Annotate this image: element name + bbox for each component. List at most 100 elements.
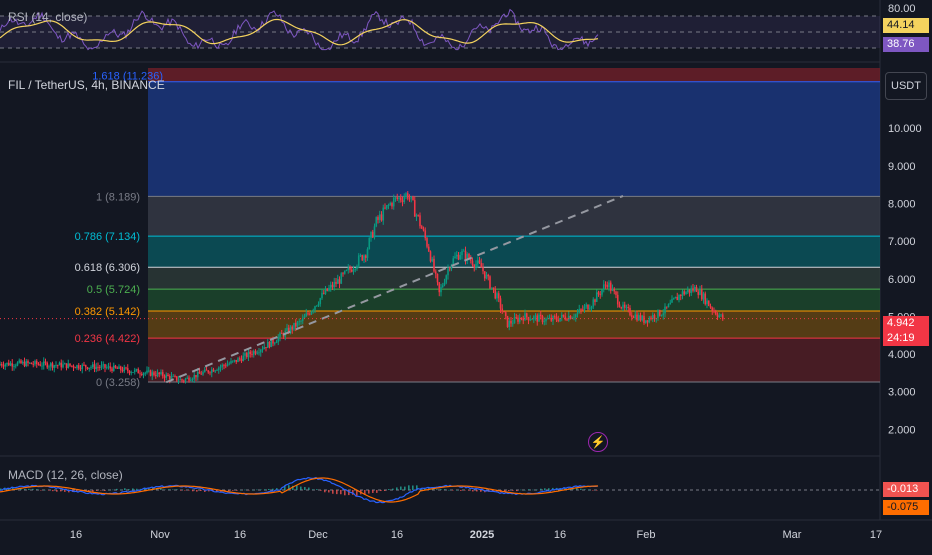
macd-histogram-bar [368,490,370,494]
time-tick-label: 2025 [470,529,494,541]
macd-title[interactable]: MACD (12, 26, close) [8,468,123,482]
candle-body [275,341,278,343]
candle-body [200,373,203,375]
macd-histogram-bar [324,490,326,493]
candle-body [476,260,479,264]
candle-body [641,315,644,321]
candle-body [501,308,504,312]
candle-body [42,361,45,366]
fib-level-label: 1 (8.189) [96,191,140,203]
candle-body [242,355,245,362]
candle-body [165,374,168,378]
candle-body [531,319,533,321]
candle-body [532,316,535,320]
candle-body [720,314,722,316]
candle-body [212,369,215,372]
candle-body [261,349,264,350]
candle-body [658,309,661,316]
macd-histogram-bar [188,490,190,491]
candle-body [55,365,57,367]
candle-body [387,205,390,206]
candle-body [646,320,649,323]
candle-body [513,317,516,324]
candle-body [671,299,673,303]
rsi-axis-top: 80.00 [888,3,916,15]
candle-body [298,321,301,322]
candle-body [553,316,556,317]
candle-body [329,284,332,288]
candle-body [98,367,101,369]
candle-body [597,292,600,295]
candle-body [632,316,635,318]
fib-zone [148,236,880,268]
candle-body [14,365,17,367]
candle-body [263,347,266,350]
candle-body [272,339,274,344]
candle-body [651,315,654,320]
candle-body [144,372,147,374]
macd-histogram-bar [564,487,566,490]
macd-histogram-bar [356,490,358,496]
macd-histogram-bar [248,490,250,491]
candle-body [541,316,544,323]
candle-body [601,289,603,295]
candle-body [697,291,700,295]
macd-histogram-bar [264,489,266,490]
candle-body [693,286,696,291]
candle-body [34,361,36,365]
flash-icon[interactable]: ⚡ [588,432,608,452]
candle-body [510,320,512,324]
candle-body [716,314,719,317]
candle-body [564,316,567,320]
candle-body [503,311,505,313]
candle-body [714,311,717,315]
candle-body [27,361,29,363]
candle-body [396,197,399,200]
candle-body [422,228,425,231]
macd-histogram-bar [100,490,102,491]
symbol-title[interactable]: FIL / TetherUS, 4h, BINANCE [8,78,165,92]
candle-body [475,263,477,268]
candle-body [450,264,453,269]
macd-histogram-bar [96,490,98,491]
candle-body [158,372,161,375]
candle-body [308,313,311,315]
candle-body [74,367,77,369]
candle-body [370,231,372,239]
candle-body [452,258,455,265]
macd-histogram-bar [396,487,398,490]
macd-histogram-bar [24,488,26,490]
candle-body [664,306,666,314]
candle-body [637,315,640,321]
macd-histogram-bar [176,489,178,490]
macd-histogram-bar [332,490,334,494]
fib-level-label: 0 (3.258) [96,377,140,389]
candle-body [405,193,407,198]
candle-body [139,373,141,375]
candle-body [91,364,94,367]
candle-body [312,309,315,312]
candle-body [100,365,103,368]
currency-button[interactable]: USDT [885,72,927,100]
macd-histogram-bar [588,489,590,491]
macd-histogram-bar [60,490,62,492]
time-tick-label: Dec [308,529,328,541]
candle-body [83,364,85,366]
rsi-title[interactable]: RSI (14, close) [8,10,88,24]
candle-body [0,363,1,366]
candle-body [268,341,271,348]
macd-histogram-bar [328,490,330,493]
candle-body [706,300,708,305]
macd-histogram-bar [424,488,426,490]
candle-body [296,321,299,327]
candle-body [384,207,386,209]
macd-histogram-bar [284,485,286,490]
candle-body [70,365,73,367]
candle-body [557,319,560,322]
candle-body [627,307,630,309]
candle-body [44,361,47,363]
macd-value-badge: -0.013 [883,482,929,497]
macd-histogram-bar [384,490,386,492]
